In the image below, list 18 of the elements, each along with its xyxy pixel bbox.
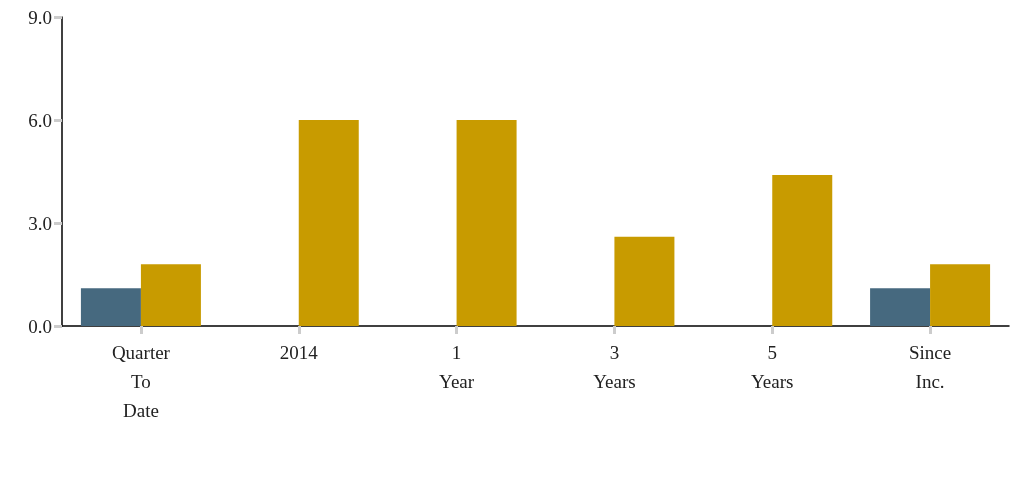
- bar: [80, 288, 141, 326]
- bar: [772, 174, 833, 326]
- bar: [140, 264, 201, 326]
- x-tick-label: 3 Years: [593, 342, 636, 392]
- y-tick-label: 0.0: [28, 315, 52, 337]
- bar: [456, 120, 517, 326]
- bar: [930, 264, 991, 326]
- y-tick-label: 9.0: [28, 6, 52, 28]
- x-tick-label: Quarter To Date: [111, 342, 171, 421]
- x-tick-label: 5 Years: [751, 342, 794, 392]
- x-tick-label: 2014: [279, 342, 319, 363]
- y-tick-label: 6.0: [28, 109, 52, 131]
- bar: [614, 236, 675, 326]
- bar: [298, 120, 359, 326]
- y-tick-label: 3.0: [28, 212, 52, 234]
- x-tick-label: Since Inc.: [908, 342, 952, 392]
- bar: [870, 288, 931, 326]
- x-tick-label: 1 Year: [439, 342, 475, 392]
